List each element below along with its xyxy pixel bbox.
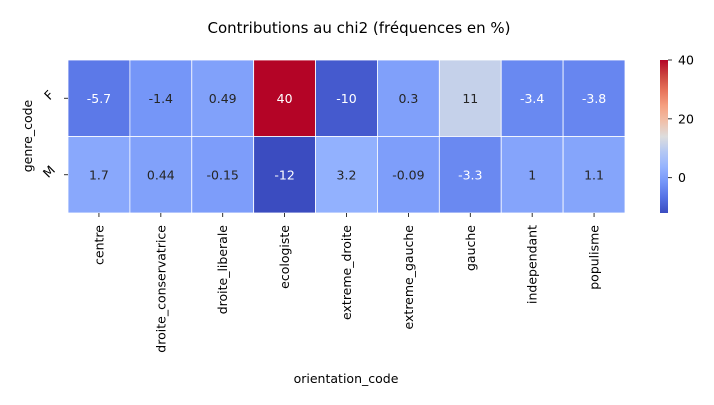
colorbar-gradient	[660, 60, 668, 213]
cell-value-label: 11	[462, 91, 478, 106]
cell-value-label: -3.8	[582, 91, 606, 106]
x-tick-label: gauche	[463, 225, 478, 271]
heatmap-cell	[438, 136, 502, 214]
y-axis-ticks: FM	[40, 87, 68, 181]
cell-value-label: -0.15	[207, 167, 239, 182]
cell-value-label: 40	[277, 91, 293, 106]
heatmap-cell	[129, 59, 193, 137]
cell-value-label: -12	[274, 167, 294, 182]
cell-value-label: 0.49	[209, 91, 237, 106]
heatmap-cell	[562, 136, 626, 214]
heatmap-cell	[377, 59, 440, 137]
heatmap-cell	[67, 136, 131, 214]
heatmap-cell	[500, 136, 564, 214]
heatmap-cell	[500, 59, 564, 137]
heatmap-cells	[67, 59, 626, 214]
cell-value-label: 0.44	[147, 167, 175, 182]
cell-value-label: 1.1	[584, 167, 604, 182]
x-tick-label: extreme_gauche	[401, 225, 416, 330]
heatmap-cell	[253, 59, 316, 137]
x-tick-label: extreme_droite	[339, 225, 354, 320]
y-axis-label: genre_code	[20, 99, 35, 172]
cell-value-label: -5.7	[87, 91, 111, 106]
cell-value-label: -10	[336, 91, 356, 106]
heatmap-cell	[191, 59, 255, 137]
cell-value-label: -3.3	[458, 167, 482, 182]
heatmap-cell	[67, 59, 131, 137]
heatmap-cell	[253, 136, 316, 214]
cell-value-label: 0.3	[398, 91, 418, 106]
colorbar-tick-label: 20	[678, 111, 694, 126]
y-tick-label: M	[40, 162, 58, 180]
cell-value-label: -1.4	[149, 91, 173, 106]
heatmap-cell-labels: -5.7 -1.4 0.49 40 -10 0.3 11 -3.4 -3.8 1.7 0.44 -0.…	[87, 91, 607, 183]
x-tick-label: centre	[91, 225, 106, 265]
x-tick-label: independant	[525, 225, 540, 304]
x-tick-label: droite_liberale	[215, 225, 230, 315]
chart-title: Contributions au chi2 (fréquences en %)	[207, 19, 510, 37]
colorbar-tick-label: 40	[678, 53, 694, 68]
x-tick-label: ecologiste	[277, 225, 292, 289]
y-tick-label: F	[41, 87, 57, 103]
cell-value-label: 1	[528, 167, 536, 182]
cell-value-label: 1.7	[89, 167, 109, 182]
cell-value-label: -0.09	[392, 167, 424, 182]
x-axis-ticks: centre droite_conservatrice droite_liberal…	[91, 213, 602, 353]
heatmap-cell	[191, 136, 255, 214]
x-axis-label: orientation_code	[294, 371, 399, 386]
heatmap-cell	[315, 59, 378, 137]
cell-value-label: 3.2	[337, 167, 357, 182]
colorbar-tick-label: 0	[678, 170, 686, 185]
cell-value-label: -3.4	[520, 91, 544, 106]
x-tick-label: droite_conservatrice	[153, 225, 168, 353]
heatmap-cell	[315, 136, 378, 214]
x-tick-label: populisme	[587, 225, 602, 290]
colorbar: 0 20 40	[660, 53, 694, 213]
